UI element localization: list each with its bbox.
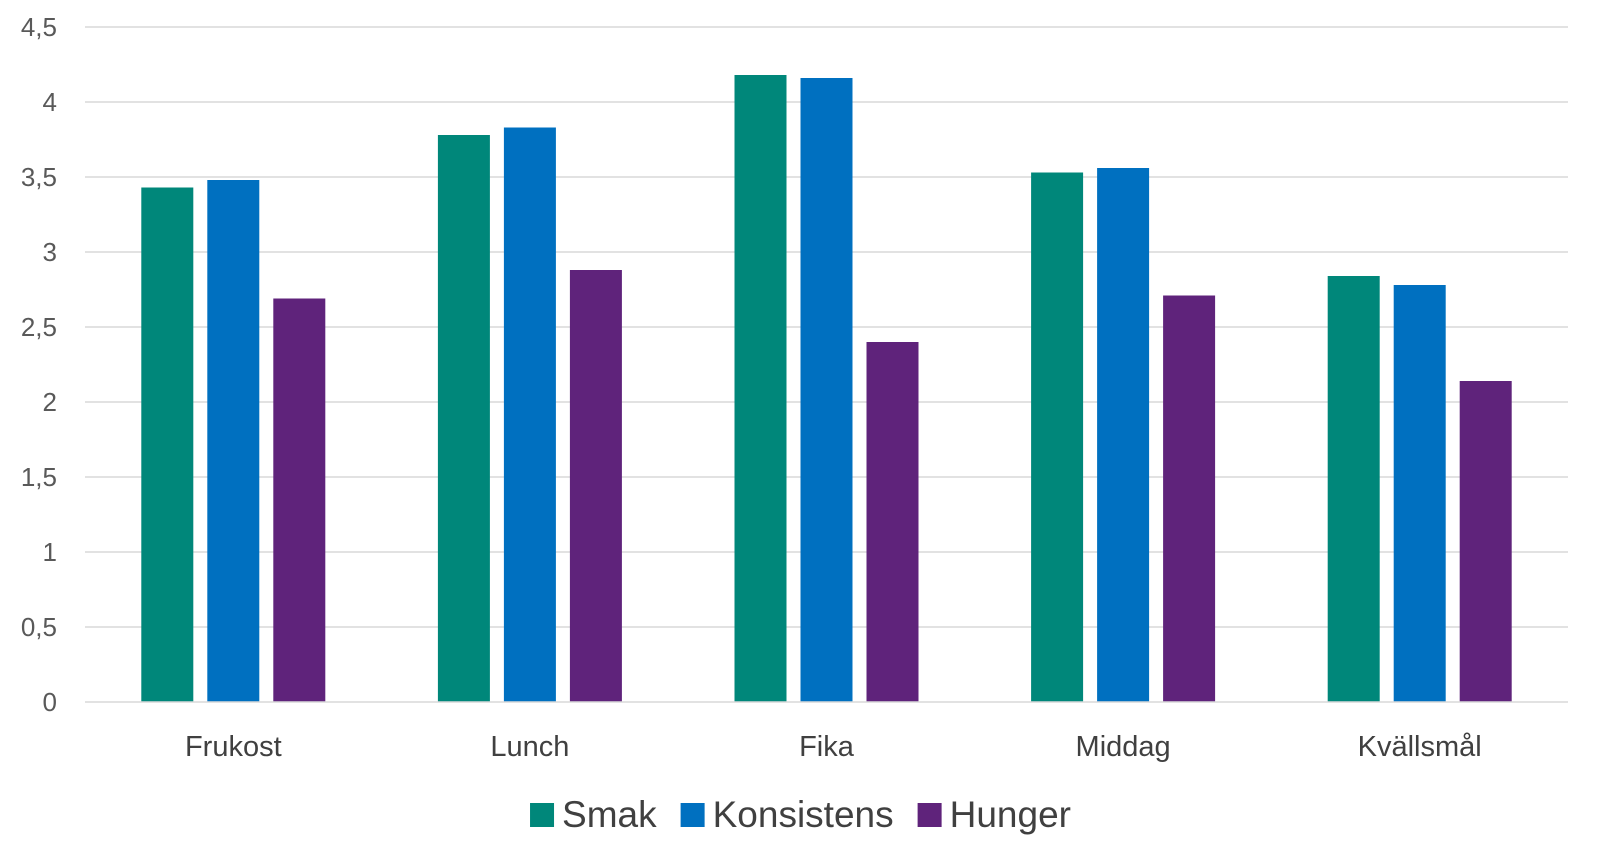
- x-category-label: Middag: [1076, 731, 1171, 763]
- y-tick-label: 4: [43, 87, 57, 117]
- bar-smak-0: [141, 187, 194, 702]
- bar-konsistens-2: [800, 78, 853, 702]
- bar-smak-4: [1327, 276, 1380, 702]
- bar-smak-2: [734, 75, 787, 702]
- x-axis-category-labels: Frukost Lunch Fika Middag Kvällsmål: [185, 731, 1482, 763]
- y-tick-label: 1: [43, 537, 57, 567]
- bar-smak-3: [1031, 172, 1084, 702]
- y-tick-label: 1,5: [21, 462, 57, 492]
- y-tick-label: 3: [43, 237, 57, 267]
- y-tick-label: 3,5: [21, 162, 57, 192]
- legend-item-smak: Smak: [530, 794, 657, 835]
- y-axis-tick-labels: 0 0,5 1 1,5 2 2,5 3 3,5 4 4,5: [21, 12, 57, 717]
- y-tick-label: 4,5: [21, 12, 57, 42]
- y-tick-label: 0,5: [21, 612, 57, 642]
- x-category-label: Kvällsmål: [1358, 731, 1482, 763]
- x-category-label: Frukost: [185, 731, 282, 763]
- legend-swatch: [680, 803, 705, 827]
- legend-label: Smak: [562, 794, 657, 835]
- bar-hunger-0: [273, 298, 326, 702]
- legend-swatch: [530, 803, 555, 827]
- legend-label: Konsistens: [713, 794, 894, 835]
- bars: [141, 75, 1512, 702]
- bar-konsistens-1: [503, 127, 556, 702]
- legend-swatch: [917, 803, 942, 827]
- bar-hunger-3: [1163, 295, 1216, 702]
- bar-hunger-4: [1459, 381, 1512, 702]
- bar-konsistens-3: [1097, 168, 1150, 702]
- y-tick-label: 0: [43, 687, 57, 717]
- x-category-label: Fika: [799, 731, 855, 763]
- bar-konsistens-4: [1393, 285, 1446, 702]
- y-tick-label: 2: [43, 387, 57, 417]
- bar-konsistens-0: [207, 180, 260, 702]
- bar-hunger-2: [866, 342, 919, 702]
- legend-item-konsistens: Konsistens: [680, 794, 894, 835]
- legend-item-hunger: Hunger: [917, 794, 1071, 835]
- bar-hunger-1: [569, 270, 622, 702]
- legend: Smak Konsistens Hunger: [530, 794, 1071, 835]
- x-category-label: Lunch: [490, 731, 569, 763]
- y-tick-label: 2,5: [21, 312, 57, 342]
- legend-label: Hunger: [950, 794, 1071, 835]
- bar-smak-1: [437, 135, 490, 702]
